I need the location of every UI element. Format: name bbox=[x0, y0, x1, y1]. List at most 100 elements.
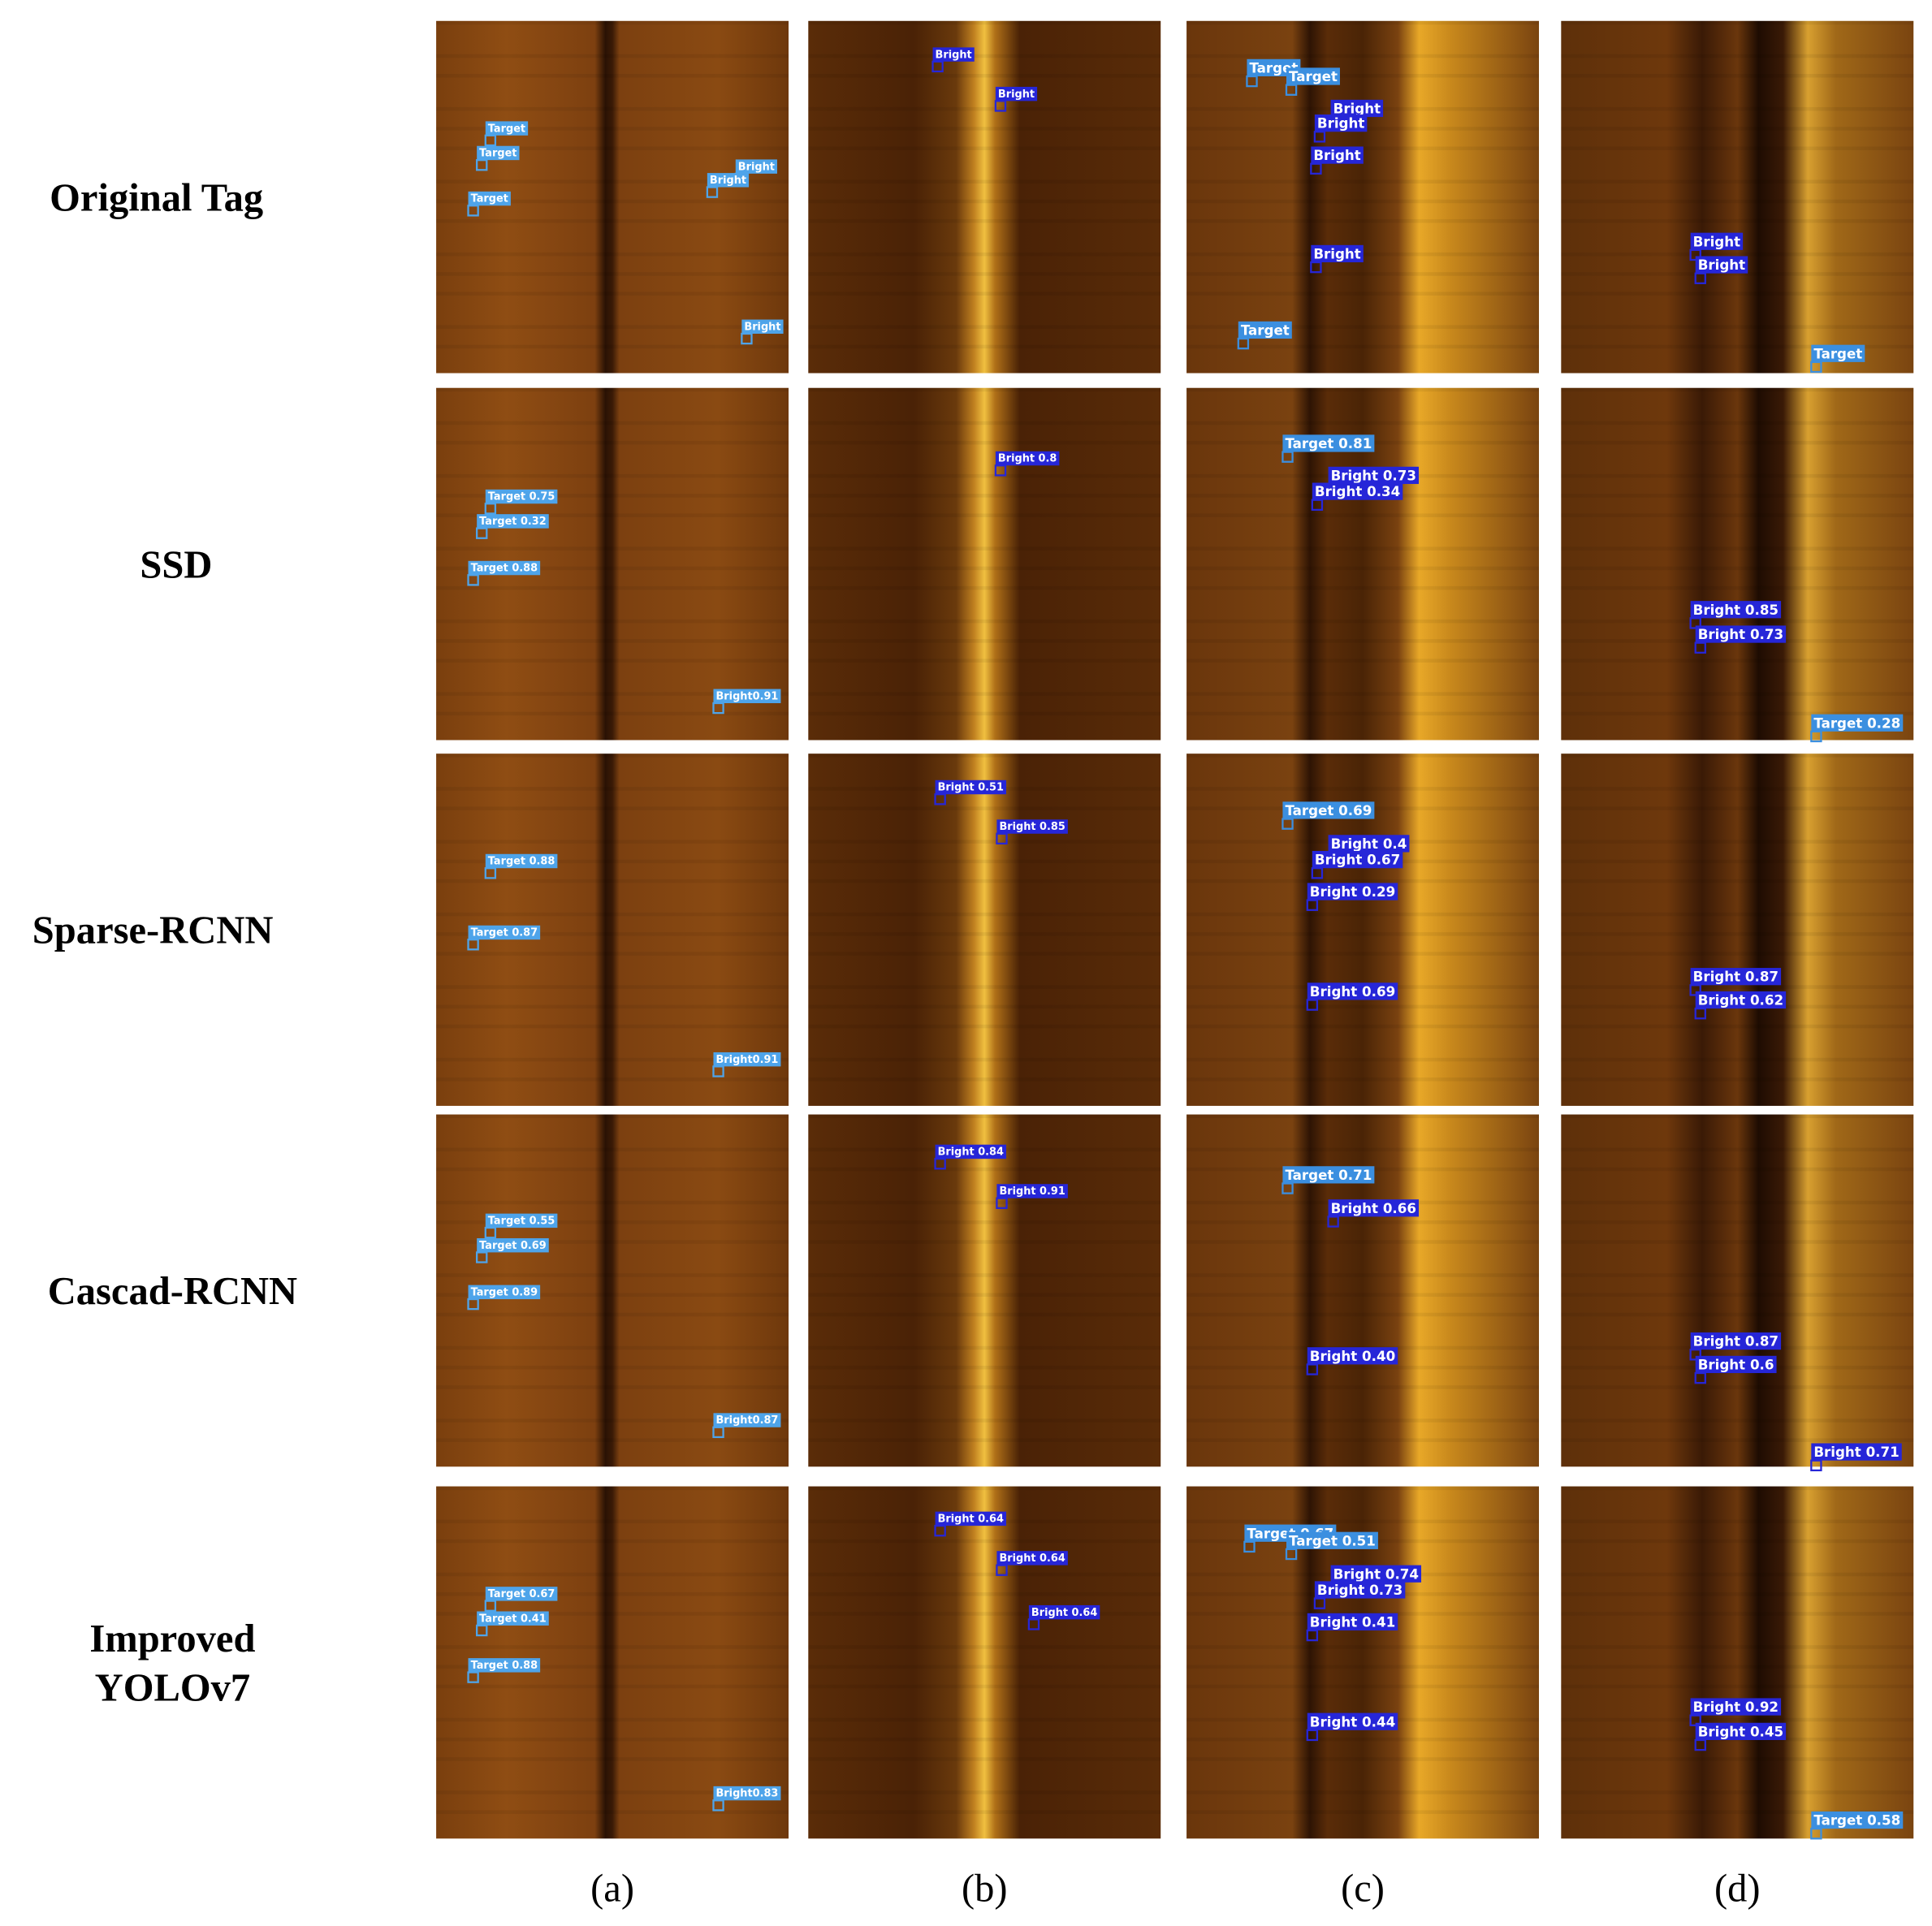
scan-band bbox=[436, 1312, 789, 1317]
scan-band bbox=[1561, 291, 1914, 296]
scan-band bbox=[808, 1438, 1161, 1442]
detection-label: Target 0.88 bbox=[471, 563, 538, 575]
image-background bbox=[808, 1486, 1161, 1839]
sonar-image: Target 0.67 Target 0.41 Target 0.88 Bright0… bbox=[436, 1486, 789, 1839]
detection-box bbox=[712, 702, 724, 715]
scan-band bbox=[436, 754, 789, 758]
detection-box bbox=[1694, 272, 1706, 284]
label-background bbox=[1811, 1443, 1902, 1461]
detection-label: Target 0.88 bbox=[488, 856, 555, 868]
detection-box bbox=[934, 1524, 946, 1537]
scan-band bbox=[1561, 985, 1914, 989]
detection-box bbox=[467, 1298, 479, 1311]
detection-box bbox=[476, 159, 488, 171]
scan-band bbox=[436, 1612, 789, 1616]
scan-band bbox=[436, 127, 789, 131]
label-background bbox=[1811, 714, 1904, 732]
label-background bbox=[485, 489, 558, 504]
scan-band bbox=[1561, 692, 1914, 696]
scan-band bbox=[1561, 1057, 1914, 1062]
scan-band bbox=[808, 985, 1161, 989]
image-background bbox=[1561, 754, 1914, 1106]
scan-band bbox=[1561, 440, 1914, 445]
scan-band bbox=[436, 985, 789, 989]
image-background bbox=[808, 1114, 1161, 1467]
scan-band bbox=[1561, 840, 1914, 844]
detection-box bbox=[1237, 337, 1250, 350]
label-background bbox=[477, 1611, 549, 1626]
detection-label: Target 0.88 bbox=[471, 1660, 538, 1672]
detection-label: Bright0.87 bbox=[716, 1414, 779, 1427]
image-background bbox=[1561, 1114, 1914, 1467]
scan-band bbox=[1186, 421, 1540, 425]
scan-band bbox=[436, 952, 789, 956]
column-label: (d) bbox=[1714, 1868, 1761, 1911]
label-background bbox=[1690, 968, 1782, 986]
label-background bbox=[1314, 1581, 1406, 1599]
scan-band bbox=[436, 1737, 789, 1742]
scan-band bbox=[436, 639, 789, 643]
detection-label: Bright 0.44 bbox=[1310, 1714, 1395, 1730]
scan-band bbox=[808, 806, 1161, 810]
detection-label: Target bbox=[479, 148, 516, 160]
detection-label: Bright 0.41 bbox=[1310, 1614, 1395, 1630]
scan-band bbox=[1561, 711, 1914, 716]
sonar-image: Bright 0.64 Bright 0.64 Bright 0.64 bbox=[808, 1486, 1161, 1839]
detection-label: Bright 0.92 bbox=[1693, 1699, 1779, 1715]
scan-band bbox=[808, 1273, 1161, 1277]
detection-box bbox=[1285, 1548, 1298, 1561]
scan-band bbox=[1186, 1438, 1540, 1442]
scan-band bbox=[436, 806, 789, 810]
label-background bbox=[935, 1511, 1007, 1527]
scan-band bbox=[1186, 1147, 1540, 1152]
detection-box bbox=[484, 503, 497, 515]
sonar-image: TargetTargetBrightBrightBrightBrightTarg… bbox=[1186, 20, 1540, 374]
scan-band bbox=[1186, 179, 1540, 184]
scan-band bbox=[436, 1419, 789, 1423]
label-background bbox=[935, 1144, 1007, 1159]
image-background bbox=[808, 754, 1161, 1106]
detection-label: Bright 0.8 bbox=[998, 453, 1057, 465]
detection-box bbox=[1810, 1459, 1822, 1471]
detection-box bbox=[1282, 1182, 1294, 1194]
sonar-image: Bright Bright Target bbox=[1561, 20, 1914, 374]
scan-band bbox=[808, 1114, 1161, 1119]
scan-band bbox=[808, 1572, 1161, 1577]
detection-box bbox=[712, 1799, 724, 1812]
detection-label: Bright 0.73 bbox=[1331, 468, 1416, 483]
scan-band bbox=[1561, 806, 1914, 810]
scan-band bbox=[808, 859, 1161, 864]
scan-band bbox=[1186, 325, 1540, 329]
label-background bbox=[1328, 1199, 1420, 1217]
sonar-image: Bright Bright bbox=[808, 20, 1161, 374]
scan-band bbox=[1561, 585, 1914, 590]
scan-band bbox=[808, 1810, 1161, 1814]
label-background bbox=[477, 1237, 549, 1253]
scan-band bbox=[808, 1717, 1161, 1722]
detection-label: Target 0.55 bbox=[488, 1216, 555, 1228]
detection-box bbox=[1810, 361, 1822, 374]
scan-band bbox=[808, 1345, 1161, 1350]
scan-band bbox=[436, 20, 789, 25]
detection-box bbox=[467, 205, 479, 217]
detection-label: Bright bbox=[936, 49, 972, 61]
scan-band bbox=[808, 1385, 1161, 1389]
scan-band bbox=[1561, 146, 1914, 151]
label-background bbox=[1695, 991, 1787, 1009]
scan-band bbox=[1561, 1486, 1914, 1491]
scan-band bbox=[808, 1077, 1161, 1082]
detection-box bbox=[1310, 162, 1322, 175]
scan-band bbox=[808, 272, 1161, 276]
scan-band bbox=[808, 932, 1161, 936]
label-background bbox=[1028, 1604, 1100, 1620]
scan-band bbox=[1186, 1220, 1540, 1224]
scan-band bbox=[436, 585, 789, 590]
detection-box bbox=[1810, 1828, 1822, 1840]
scan-band bbox=[436, 146, 789, 151]
detection-label: Bright 0.64 bbox=[938, 1514, 1004, 1526]
sonar-image: Target 0.88 Target 0.87 Bright0.91 bbox=[436, 754, 789, 1106]
detection-label: Bright bbox=[1693, 234, 1740, 249]
label-background bbox=[1328, 835, 1410, 853]
label-background bbox=[1690, 1698, 1782, 1716]
scan-band bbox=[436, 1572, 789, 1577]
